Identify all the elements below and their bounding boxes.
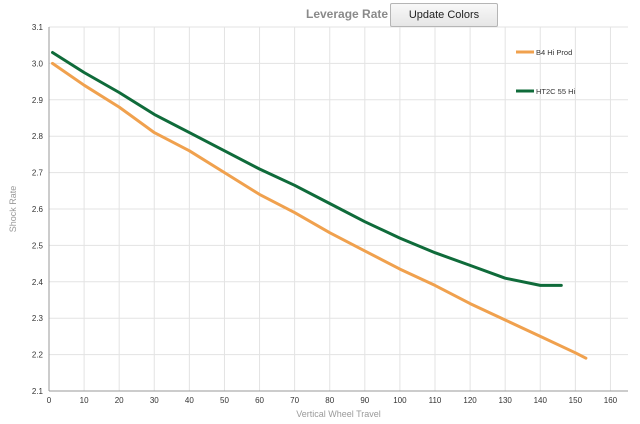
y-tick-label: 2.5 <box>32 241 44 250</box>
x-tick-label: 40 <box>185 396 194 405</box>
update-colors-button[interactable]: Update Colors <box>390 3 498 27</box>
series-line-1 <box>51 61 588 360</box>
x-tick-label: 30 <box>150 396 159 405</box>
chart-title: Leverage Rate <box>306 7 389 21</box>
y-tick-label: 2.1 <box>32 387 44 396</box>
y-tick-label: 2.6 <box>32 205 44 214</box>
y-tick-label: 2.4 <box>32 278 44 287</box>
x-tick-label: 100 <box>393 396 407 405</box>
y-tick-label: 2.9 <box>32 96 44 105</box>
y-tick-label: 3.1 <box>32 23 44 32</box>
x-tick-label: 80 <box>325 396 334 405</box>
y-axis-title: Shock Rate <box>8 186 18 233</box>
x-tick-label: 20 <box>115 396 124 405</box>
x-tick-label: 110 <box>429 396 442 405</box>
x-tick-label: 50 <box>220 396 229 405</box>
y-tick-label: 2.8 <box>32 132 44 141</box>
x-tick-label: 150 <box>569 396 583 405</box>
x-tick-label: 120 <box>463 396 477 405</box>
y-tick-label: 2.7 <box>32 169 44 178</box>
x-tick-label: 140 <box>534 396 548 405</box>
y-tick-label: 2.2 <box>32 351 44 360</box>
x-tick-label: 70 <box>290 396 299 405</box>
legend-label-1: B4 Hi Prod <box>536 48 572 57</box>
y-tick-label: 2.3 <box>32 314 44 323</box>
x-axis-title: Vertical Wheel Travel <box>296 409 381 419</box>
legend-label-2: HT2C 55 Hi <box>536 87 576 96</box>
x-tick-label: 160 <box>604 396 618 405</box>
series-line-2 <box>51 51 563 287</box>
x-tick-label: 130 <box>499 396 513 405</box>
y-tick-label: 3.0 <box>32 59 44 68</box>
x-tick-label: 10 <box>80 396 89 405</box>
x-tick-label: 60 <box>255 396 264 405</box>
x-tick-label: 0 <box>47 396 52 405</box>
x-tick-label: 90 <box>360 396 369 405</box>
